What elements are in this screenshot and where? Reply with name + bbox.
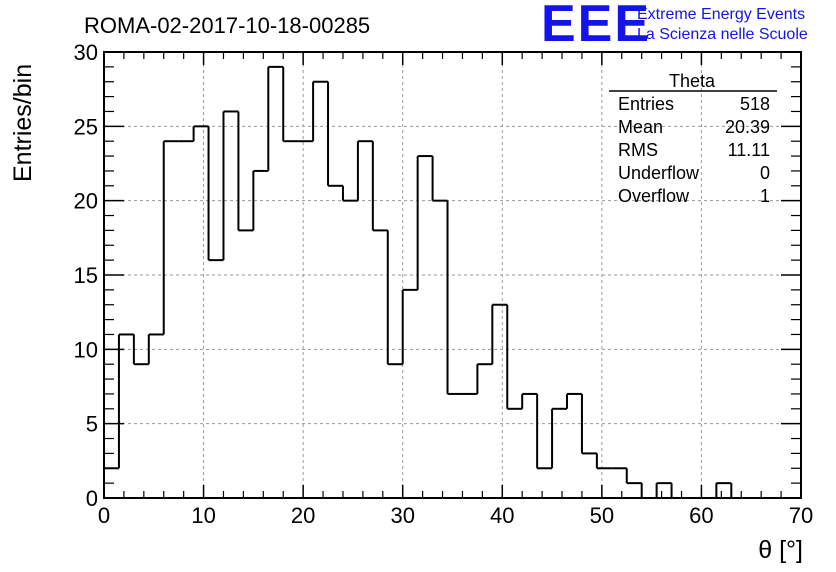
y-tick-label: 0 (86, 486, 98, 511)
histogram-series (103, 65, 801, 499)
stats-label-mean: Mean (618, 117, 663, 137)
eee-logo: EEE (541, 0, 651, 53)
stats-value-underflow: 0 (760, 163, 770, 183)
x-tick-label: 0 (98, 503, 110, 528)
x-tick-label: 40 (490, 503, 514, 528)
stats-label-overflow: Overflow (618, 186, 690, 206)
x-tick-label: 50 (590, 503, 614, 528)
x-axis-title: θ [°] (758, 536, 803, 564)
stats-label-rms: RMS (618, 140, 658, 160)
grid-lines (104, 52, 801, 498)
stats-value-overflow: 1 (760, 186, 770, 206)
stats-label-underflow: Underflow (618, 163, 700, 183)
y-tick-label: 25 (74, 114, 98, 139)
y-tick-labels: 0 5 10 15 20 25 30 (74, 40, 98, 511)
stats-value-entries: 518 (740, 94, 770, 114)
y-tick-label: 5 (86, 412, 98, 437)
logo-line-1: Extreme Energy Events (637, 6, 805, 23)
y-tick-label: 10 (74, 337, 98, 362)
y-tick-label: 15 (74, 263, 98, 288)
x-tick-label: 60 (689, 503, 713, 528)
x-tick-label: 10 (191, 503, 215, 528)
stats-box: Theta Entries 518 Mean 20.39 RMS 11.11 U… (609, 71, 777, 206)
x-tick-labels: 0 10 20 30 40 50 60 70 (98, 503, 813, 528)
y-tick-label: 30 (74, 40, 98, 65)
stats-name: Theta (669, 71, 716, 91)
run-title: ROMA-02-2017-10-18-00285 (84, 13, 370, 38)
logo-line-2: La Scienza nelle Scuole (637, 26, 808, 43)
y-axis-title: Entries/bin (9, 64, 37, 182)
axis-ticks (103, 51, 802, 499)
y-tick-label: 20 (74, 189, 98, 214)
stats-label-entries: Entries (618, 94, 674, 114)
stats-value-rms: 11.11 (728, 140, 770, 160)
x-tick-label: 70 (789, 503, 813, 528)
stats-value-mean: 20.39 (725, 117, 770, 137)
x-tick-label: 30 (390, 503, 414, 528)
x-tick-label: 20 (291, 503, 315, 528)
